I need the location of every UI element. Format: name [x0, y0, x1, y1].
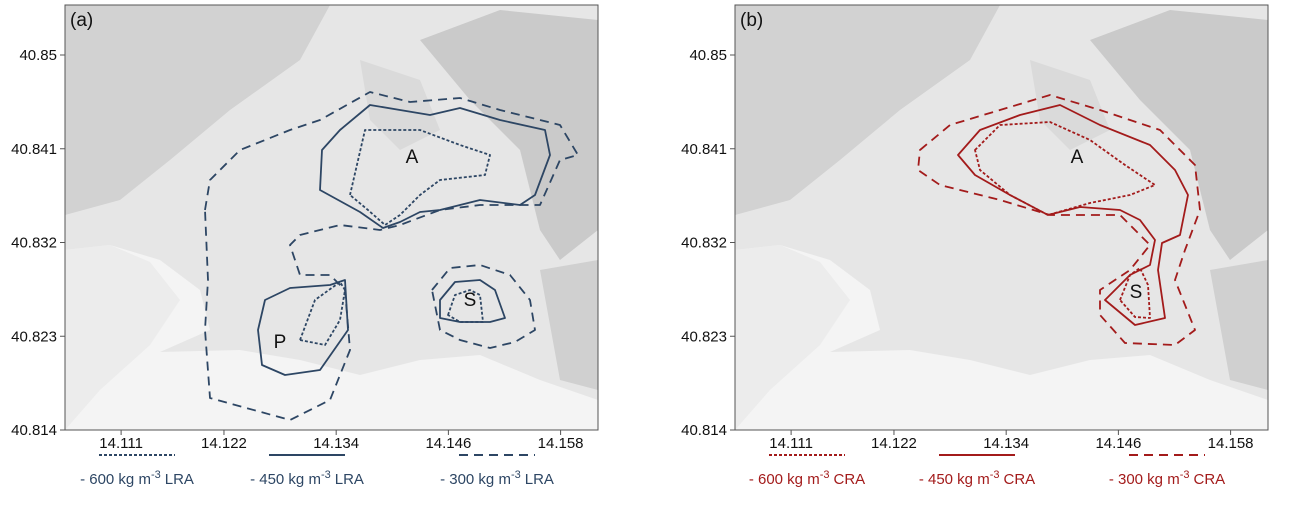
area-label: S — [1130, 282, 1143, 303]
y-tick-label: 40.841 — [681, 141, 727, 158]
legend-text: - 600 kg m — [80, 471, 151, 488]
map-panel: (b) A S 14.111 14.122 14.134 14.146 14.158 40… — [681, 5, 1268, 488]
y-tick-label: 40.814 — [11, 422, 57, 439]
legend-label: - 300 kg m-3 LRA — [440, 469, 554, 488]
legend-suffix: CRA — [833, 471, 865, 488]
area-label: S — [464, 290, 477, 311]
x-tick-label: 14.122 — [871, 435, 917, 452]
legend-exponent: -3 — [820, 469, 830, 481]
legend-suffix: LRA — [165, 471, 194, 488]
x-tick-label: 14.134 — [313, 435, 359, 452]
legend-exponent: -3 — [321, 469, 331, 481]
y-tick-label: 40.832 — [681, 235, 727, 252]
x-tick-label: 14.122 — [201, 435, 247, 452]
x-tick-label: 14.111 — [99, 435, 143, 452]
map-panel: (a) A P S 14.111 14.122 14.134 14.146 14.158… — [11, 5, 598, 488]
y-tick-label: 40.814 — [681, 422, 727, 439]
legend-label: - 450 kg m-3 LRA — [250, 469, 364, 488]
x-tick-label: 14.146 — [425, 435, 471, 452]
panel-label: (b) — [740, 10, 763, 31]
legend-text: - 300 kg m — [1109, 471, 1180, 488]
area-label: P — [274, 332, 287, 353]
y-tick-label: 40.823 — [11, 328, 57, 345]
legend-exponent: -3 — [1180, 469, 1190, 481]
legend-suffix: LRA — [335, 471, 364, 488]
legend-exponent: -3 — [990, 469, 1000, 481]
legend-label: - 600 kg m-3 LRA — [80, 469, 194, 488]
y-tick-label: 40.832 — [11, 235, 57, 252]
legend-text: - 450 kg m — [919, 471, 990, 488]
legend-exponent: -3 — [511, 469, 521, 481]
legend-suffix: CRA — [1003, 471, 1035, 488]
x-tick-label: 14.158 — [538, 435, 584, 452]
x-tick-label: 14.134 — [983, 435, 1029, 452]
figure: (a) A P S 14.111 14.122 14.134 14.146 14.158… — [0, 0, 1302, 518]
x-tick-label: 14.111 — [769, 435, 813, 452]
legend-text: - 600 kg m — [749, 471, 820, 488]
y-tick-label: 40.85 — [19, 47, 57, 64]
panel-label: (a) — [70, 10, 93, 31]
y-tick-label: 40.841 — [11, 141, 57, 158]
y-tick-label: 40.85 — [689, 47, 727, 64]
y-tick-label: 40.823 — [681, 328, 727, 345]
x-tick-label: 14.158 — [1208, 435, 1254, 452]
legend-suffix: CRA — [1193, 471, 1225, 488]
legend-exponent: -3 — [151, 469, 161, 481]
area-label: A — [1071, 147, 1084, 168]
x-tick-label: 14.146 — [1095, 435, 1141, 452]
area-label: A — [406, 147, 419, 168]
legend-suffix: LRA — [525, 471, 554, 488]
legend-text: - 450 kg m — [250, 471, 321, 488]
legend-text: - 300 kg m — [440, 471, 511, 488]
